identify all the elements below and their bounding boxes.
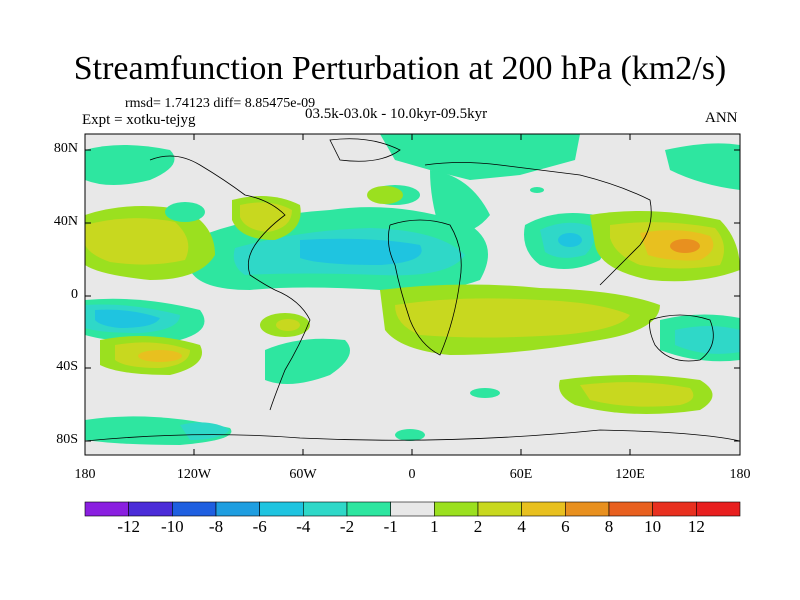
legend-label: 4: [517, 517, 526, 536]
x-tick-180w: 180: [74, 467, 96, 482]
contour-pos2-s-ocean: [580, 382, 694, 407]
legend-swatch-12: [608, 501, 653, 517]
contour-neg1-nw-pacific: [85, 145, 175, 185]
coast-greenland: [329, 138, 401, 162]
x-tick-180e: 180: [729, 467, 751, 482]
x-tick-60e: 60E: [509, 467, 533, 482]
legend-label: 2: [473, 517, 483, 536]
legend-label: 6: [561, 517, 570, 536]
contour-neg1-s-atlantic: [265, 338, 350, 384]
legend-label: -6: [252, 517, 267, 536]
legend-label: -1: [383, 517, 398, 536]
axis-ticks: [84, 134, 741, 455]
y-tick-0: 0: [71, 287, 78, 302]
contour-neg4-india: [558, 233, 582, 247]
experiment-text: Expt = xotku-tejyg: [82, 112, 196, 128]
contour-neg1-small: [530, 187, 544, 193]
contour-neg1-ne-asia: [665, 143, 740, 190]
legend-swatch-13: [652, 501, 697, 517]
legend-label: 1: [430, 517, 439, 536]
contour-neg1-s-indian: [470, 388, 500, 398]
y-tick-40N: 40N: [53, 214, 78, 229]
legend-label: -4: [296, 517, 311, 536]
contour-fields: [85, 134, 740, 455]
legend-swatch-5: [303, 501, 348, 517]
legend-colorbar: [84, 501, 741, 517]
coast-south-america: [269, 289, 311, 411]
contour-pos2-s-indian: [395, 298, 630, 338]
legend-swatch-4: [259, 501, 304, 517]
contour-neg1-alaska: [165, 202, 205, 222]
legend-swatch-3: [215, 501, 260, 517]
coast-antarctica: [85, 429, 740, 442]
x-tick-0: 0: [408, 467, 416, 482]
stats-text: rmsd= 1.74123 diff= 8.85475e-09: [125, 96, 316, 111]
contour-pos2-n-pacific: [85, 218, 189, 265]
legend-label: -8: [208, 517, 224, 536]
legend-swatch-8: [434, 501, 479, 517]
contour-neg1-antarctic-b: [395, 429, 425, 441]
coast-north-america: [149, 155, 286, 291]
legend-swatch-10: [521, 501, 566, 517]
legend-swatch-9: [477, 501, 522, 517]
legend-swatch-7: [390, 501, 435, 517]
legend-swatch-14: [696, 501, 741, 517]
contour-neg1-europe: [430, 170, 490, 233]
coast-africa: [387, 219, 462, 356]
contour-pos2-s-america: [276, 319, 300, 331]
y-tick-80S: 80S: [56, 432, 78, 447]
contour-pos1-n-atlantic: [367, 186, 403, 204]
x-tick-120w: 120W: [176, 467, 212, 482]
legend-swatch-2: [172, 501, 217, 517]
x-tick-120e: 120E: [615, 467, 645, 482]
coast-australia: [649, 314, 714, 362]
y-tick-80N: 80N: [53, 141, 78, 156]
y-tick-40S: 40S: [56, 359, 78, 374]
contour-pos6-nw-pacific: [670, 239, 700, 253]
x-tick-60w: 60W: [289, 467, 317, 482]
contour-neg2-australia: [675, 326, 740, 354]
legend-swatch-0: [84, 501, 129, 517]
legend-swatch-1: [128, 501, 173, 517]
period-text: 03.5k-03.0k - 10.0kyr-09.5kyr: [305, 106, 488, 122]
contour-neg4-atlantic: [300, 238, 422, 265]
legend-swatch-11: [565, 501, 610, 517]
legend-swatch-6: [346, 501, 391, 517]
legend-label: -2: [339, 517, 355, 536]
legend-label: 8: [604, 517, 614, 536]
contour-neg2-antarctic: [180, 422, 230, 440]
coast-eurasia: [424, 162, 652, 286]
coastlines: [85, 138, 740, 442]
legend-label: -12: [117, 517, 140, 536]
season-text: ANN: [705, 110, 738, 126]
contour-neg4-s-pacific: [95, 309, 160, 328]
legend-label: 10: [644, 517, 662, 536]
legend-label: 12: [687, 517, 705, 536]
map-title: Streamfunction Perturbation at 200 hPa (…: [73, 50, 727, 87]
legend-label: -10: [160, 517, 184, 536]
contour-pos4-se-pacific: [138, 350, 182, 362]
